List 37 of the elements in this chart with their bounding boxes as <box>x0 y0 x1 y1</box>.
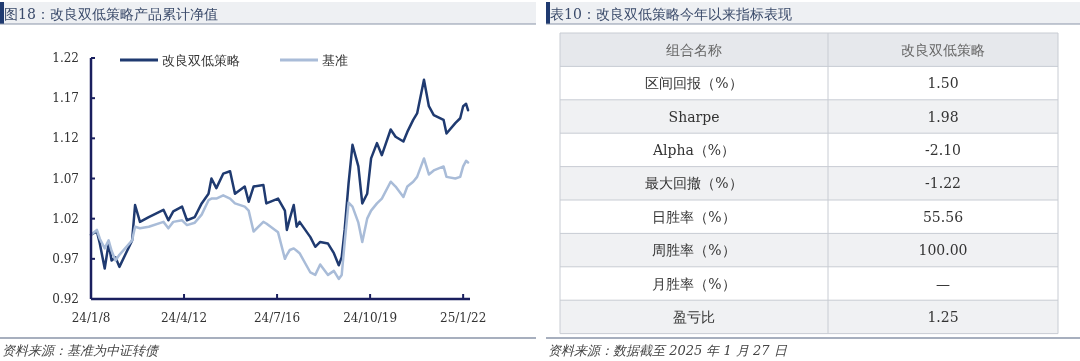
text: 1.50 <box>927 75 959 92</box>
text: 表10：改良双低策略今年以来指标表现 <box>550 6 792 22</box>
category-label: 最大回撤（%） <box>645 175 743 192</box>
y-tick-label: 1.17 <box>52 91 79 106</box>
text: 1.98 <box>927 108 959 125</box>
category-label: 周胜率（%） <box>652 242 736 259</box>
text: 资料来源：基准为中证转债 <box>2 343 160 358</box>
y-tick-label: 0.97 <box>52 251 79 266</box>
chart-title: 图18：改良双低策略产品累计净值 <box>4 6 218 22</box>
text: 55.56 <box>922 208 964 225</box>
line-series <box>89 157 470 281</box>
y-tick-label: 0.92 <box>52 292 79 306</box>
legend-label: 改良双低策略 <box>162 53 240 68</box>
category-label: Alpha（%） <box>651 141 736 158</box>
category-label: Sharpe <box>668 108 720 125</box>
y-tick-label: 1.22 <box>52 51 79 65</box>
text: 组合名称 <box>666 41 722 58</box>
category-label: 日胜率（%） <box>652 208 736 225</box>
text: 改良双低策略 <box>901 41 985 58</box>
x-tick-label: 24/7/16 <box>253 311 301 325</box>
y-tick-label: 1.02 <box>52 211 79 226</box>
y-tick-label: 1.07 <box>52 171 79 186</box>
x-tick-label: 24/1/8 <box>71 311 111 325</box>
text: 1.25 <box>927 308 959 325</box>
category-label: 区间回报（%） <box>645 75 743 92</box>
x-tick-label: 25/1/22 <box>440 311 487 325</box>
text: 资料来源：数据截至 2025 年 1 月 27 日 <box>548 343 788 358</box>
y-tick-label: 1.12 <box>52 131 79 146</box>
category-label: 盈亏比 <box>673 308 715 325</box>
text: -2.10 <box>925 141 961 158</box>
text: 100.00 <box>918 242 968 259</box>
text: — <box>936 275 950 292</box>
legend-label: 基准 <box>322 53 348 68</box>
x-tick-label: 24/4/12 <box>160 311 208 325</box>
category-label: 月胜率（%） <box>652 275 736 292</box>
x-tick-label: 24/10/19 <box>343 311 398 325</box>
text: -1.22 <box>925 175 961 192</box>
